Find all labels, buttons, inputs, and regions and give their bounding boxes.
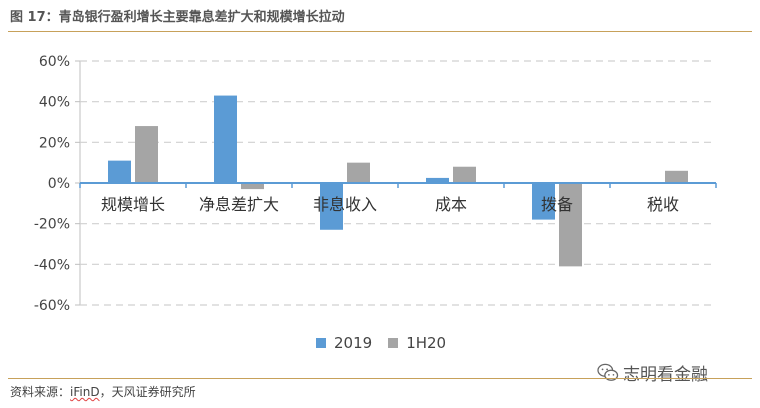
bar-2019-成本 [426, 177, 449, 183]
y-tick-label: -20% [34, 217, 70, 233]
source-suffix: ，天风证券研究所 [99, 385, 196, 399]
bar-2019-非息收入 [320, 183, 343, 230]
legend-swatch-2019 [316, 338, 326, 348]
legend-swatch-1h20 [388, 338, 399, 348]
chart-legend: 2019 1H20 [316, 333, 462, 353]
y-tick-label: 20% [39, 135, 70, 151]
x-category-label: 拨备 [541, 195, 573, 214]
y-tick-label: -40% [34, 257, 70, 273]
bar-1H20-拨备 [559, 183, 582, 267]
source-note: 资料来源：iFinD，天风证券研究所 [10, 383, 196, 400]
bar-2019-拨备 [532, 183, 555, 220]
legend-item-1h20: 1H20 [388, 334, 446, 352]
y-tick-label: 0% [48, 176, 70, 192]
x-category-label: 税收 [647, 195, 679, 214]
x-category-label: 规模增长 [101, 195, 165, 214]
footer-divider [8, 378, 752, 379]
watermark-text: 志明看金融 [623, 365, 708, 385]
legend-item-2019: 2019 [316, 334, 372, 352]
title-divider [8, 31, 752, 32]
bar-chart: 60% 40% 20% 0% -20% -40% -60% 规模增长 净息差扩大 非息收入 成本 拨备… [34, 54, 717, 314]
legend-label-1h20: 1H20 [406, 334, 447, 352]
bar-1H20-规模增长 [135, 126, 158, 183]
x-category-label: 非息收入 [313, 195, 377, 214]
bar-1H20-非息收入 [347, 162, 370, 183]
bar-2019-规模增长 [108, 160, 131, 183]
y-tick-label: 60% [39, 54, 70, 70]
wechat-icon [597, 363, 619, 381]
y-tick-label: 40% [39, 95, 70, 111]
source-ifind: iFinD [70, 385, 100, 399]
bar-1H20-成本 [453, 166, 476, 183]
figure-title: 图 17：青岛银行盈利增长主要靠息差扩大和规模增长拉动 [10, 10, 345, 25]
x-category-label: 成本 [435, 195, 467, 214]
bar-1H20-税收 [665, 170, 688, 183]
y-tick-label: -60% [34, 298, 70, 314]
legend-label-2019: 2019 [334, 334, 373, 352]
source-prefix: 资料来源： [10, 385, 71, 399]
watermark: 志明看金融 [597, 360, 708, 385]
bar-1H20-净息差扩大 [241, 183, 264, 190]
bar-2019-净息差扩大 [214, 95, 237, 183]
x-category-label: 净息差扩大 [199, 195, 279, 214]
